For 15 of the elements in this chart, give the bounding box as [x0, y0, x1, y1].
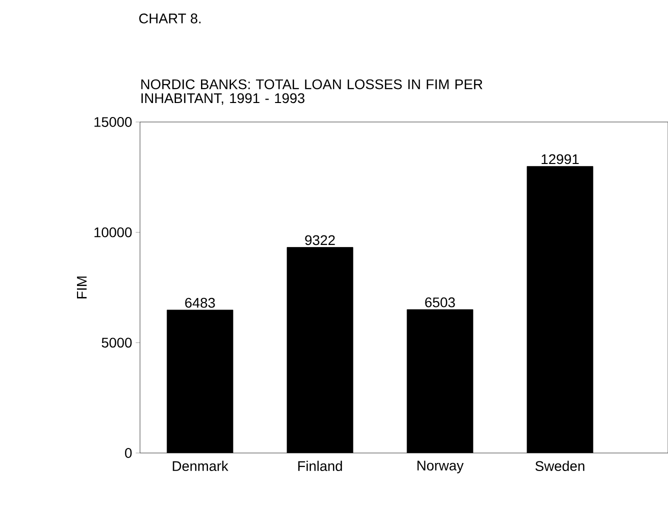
chart-title: NORDIC BANKS: TOTAL LOAN LOSSES IN FIM PER INHABITANT, 1991 - 1993	[141, 79, 482, 105]
y-axis-title: FIM	[77, 276, 87, 298]
x-tick-label: Denmark	[172, 460, 228, 472]
y-tick-label: 15000	[94, 117, 132, 127]
caption: CHART 8.	[139, 14, 201, 24]
data-label: 6483	[185, 298, 215, 308]
y-tick-label: 10000	[94, 227, 132, 238]
data-label: 6503	[425, 297, 455, 308]
y-tick-label: 0	[125, 448, 132, 458]
x-tick-label: Norway	[418, 460, 464, 474]
y-tick-label: 5000	[102, 338, 132, 348]
x-tick-label: Sweden	[535, 460, 584, 472]
data-label: 9322	[305, 235, 335, 246]
x-tick-label: Finland	[298, 460, 342, 472]
data-label: 12991	[542, 154, 579, 164]
